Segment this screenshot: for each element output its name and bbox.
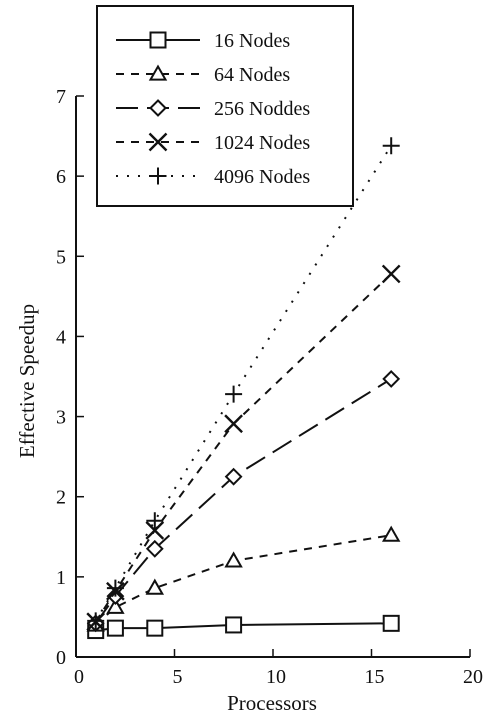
series-3 bbox=[86, 369, 401, 633]
data-point bbox=[382, 369, 401, 388]
data-point bbox=[106, 619, 124, 637]
x-tick-label: 0 bbox=[74, 666, 84, 688]
legend-marker bbox=[149, 99, 167, 117]
y-tick-label: 1 bbox=[56, 567, 66, 589]
data-point bbox=[87, 612, 105, 630]
x-tick-label: 15 bbox=[365, 666, 385, 688]
series-layer bbox=[86, 137, 401, 640]
series-line bbox=[94, 273, 392, 623]
series-2 bbox=[86, 525, 401, 632]
legend-marker bbox=[148, 132, 168, 152]
y-tick-label: 6 bbox=[56, 166, 66, 188]
y-tick-label: 0 bbox=[56, 647, 66, 669]
data-point bbox=[225, 385, 243, 403]
series-1 bbox=[87, 614, 400, 640]
data-point bbox=[381, 264, 401, 284]
y-tick-label: 4 bbox=[56, 326, 66, 348]
data-point bbox=[224, 551, 243, 568]
data-point bbox=[224, 414, 243, 434]
legend-marker bbox=[148, 64, 168, 81]
y-tick-label: 3 bbox=[56, 407, 66, 429]
legend-marker bbox=[149, 31, 167, 49]
legend-marker bbox=[149, 167, 167, 185]
data-point bbox=[106, 597, 125, 614]
data-point bbox=[224, 467, 243, 486]
data-point bbox=[146, 619, 164, 637]
x-axis-label: Processors bbox=[227, 691, 317, 715]
series-4 bbox=[86, 264, 401, 632]
y-tick-label: 7 bbox=[56, 86, 66, 108]
series-line bbox=[95, 622, 392, 632]
data-point bbox=[382, 614, 400, 632]
x-tick-label: 5 bbox=[173, 666, 183, 688]
axes: 0 5 10 15 20 0 1 2 3 4 5 6 7 bbox=[56, 86, 483, 688]
legend-label: 256 Noddes bbox=[214, 98, 310, 120]
data-point bbox=[145, 521, 165, 540]
y-axis-label: Effective Speedup bbox=[15, 304, 39, 458]
data-point bbox=[145, 578, 165, 595]
y-tick-label: 5 bbox=[56, 246, 66, 268]
data-point bbox=[381, 525, 401, 542]
data-point bbox=[225, 616, 243, 634]
legend-label: 16 Nodes bbox=[214, 30, 290, 52]
series-line bbox=[94, 378, 392, 624]
series-5 bbox=[87, 137, 400, 630]
data-point bbox=[106, 579, 124, 597]
y-tick-label: 2 bbox=[56, 487, 66, 509]
data-point bbox=[145, 539, 164, 558]
legend-label: 64 Nodes bbox=[214, 64, 290, 86]
legend-label: 4096 Nodes bbox=[214, 166, 310, 188]
legend: 16 Nodes 64 Nodes 256 Noddes 1024 Nodes 4096… bbox=[96, 5, 354, 207]
legend-label: 1024 Nodes bbox=[214, 132, 310, 154]
data-point bbox=[146, 512, 164, 530]
series-line bbox=[95, 534, 392, 626]
data-point bbox=[382, 137, 400, 155]
series-line bbox=[94, 145, 393, 622]
x-tick-label: 20 bbox=[463, 666, 483, 688]
x-tick-label: 10 bbox=[266, 666, 286, 688]
